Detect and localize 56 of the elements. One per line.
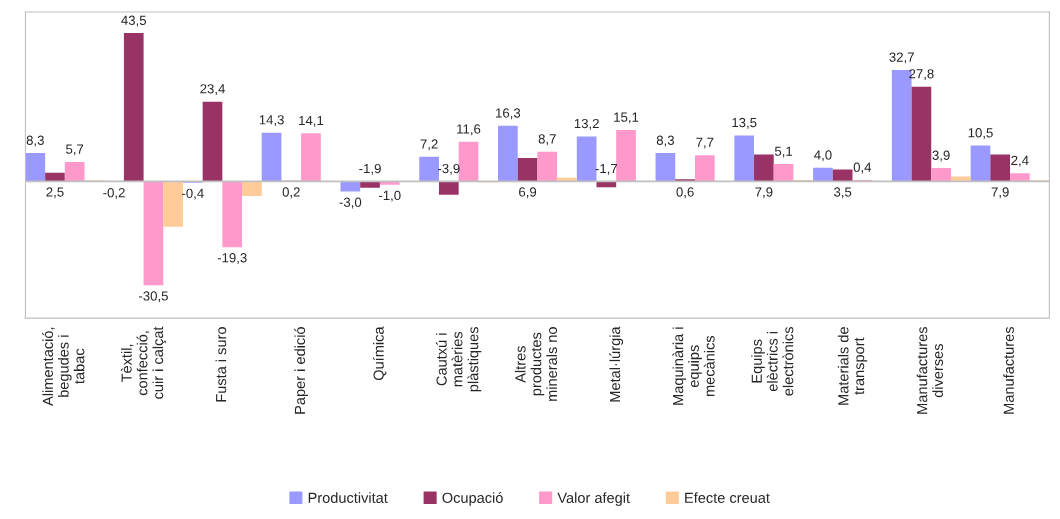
legend-label: Efecte creuat (685, 492, 770, 503)
data-label: 2,4 (1011, 155, 1029, 167)
data-label: -1,0 (378, 190, 401, 202)
data-label: -3,0 (339, 197, 362, 209)
x-tick-label: Metal·lúrgia (609, 326, 624, 402)
data-label: 5,7 (66, 144, 84, 156)
data-label: 7,7 (696, 137, 714, 149)
data-label: 27,8 (909, 69, 934, 81)
data-label: 14,3 (259, 115, 284, 127)
data-label: 0,2 (282, 187, 300, 199)
data-label: 6,9 (519, 187, 537, 199)
x-tick-label: Maquinària i equips mecànics (672, 327, 715, 405)
data-label: -19,3 (217, 253, 247, 264)
data-label: 13,5 (732, 117, 757, 129)
data-label: -0,2 (103, 187, 125, 199)
data-label: 7,9 (991, 187, 1009, 199)
data-label: 3,5 (833, 187, 852, 199)
data-label: 16,3 (496, 108, 521, 120)
legend-label: Valor afegit (557, 492, 630, 506)
data-label: 5,1 (774, 146, 793, 158)
data-label: 0,4 (853, 162, 872, 174)
data-label: 8,7 (538, 134, 556, 146)
x-tick-label: Tèxtil, confecció, cuir i calçat (120, 326, 167, 399)
x-tick-label: Fusta i suro (215, 327, 227, 402)
data-label: 0,6 (676, 187, 694, 199)
x-tick-label: Equips elèctrics i electrònics (751, 327, 794, 396)
data-label: 7,9 (755, 187, 773, 199)
data-label: 4,0 (814, 150, 832, 162)
data-label: 13,2 (574, 118, 599, 130)
x-tick-label: Materials de transport (837, 327, 868, 405)
data-label: 2,5 (46, 187, 64, 199)
data-label: 32,7 (889, 52, 914, 64)
x-tick-label: Manufactures diverses (916, 327, 944, 414)
legend-label: Ocupació (442, 492, 503, 506)
x-tick-label: Paper i edició (294, 327, 308, 414)
data-label: 3,9 (932, 150, 950, 162)
data-label: -1,9 (359, 163, 381, 175)
x-tick-label: Manufactures (1003, 327, 1014, 414)
data-label: -1,7 (595, 164, 618, 175)
data-label: 43,5 (121, 15, 147, 27)
data-label: -3,9 (438, 163, 460, 175)
legend-label: Productivitat (308, 492, 388, 503)
x-tick-label: Cautxú i matèries plàstiques (435, 327, 482, 392)
data-label: 14,1 (299, 115, 324, 127)
data-label: 8,3 (26, 135, 44, 147)
data-label: 10,5 (968, 128, 993, 139)
x-tick-label: Química (372, 326, 387, 381)
data-label: 15,1 (614, 112, 639, 124)
data-label: 8,3 (656, 135, 675, 147)
data-label: 7,2 (420, 139, 438, 151)
x-tick-label: Alimentació, begudes i tabac (42, 327, 85, 406)
data-label: 23,4 (200, 84, 225, 96)
data-label: 11,6 (457, 124, 481, 136)
x-tick-label: Altres productes minerals no (514, 327, 558, 401)
data-label: -30,5 (138, 291, 168, 303)
data-label: -0,4 (182, 188, 204, 200)
